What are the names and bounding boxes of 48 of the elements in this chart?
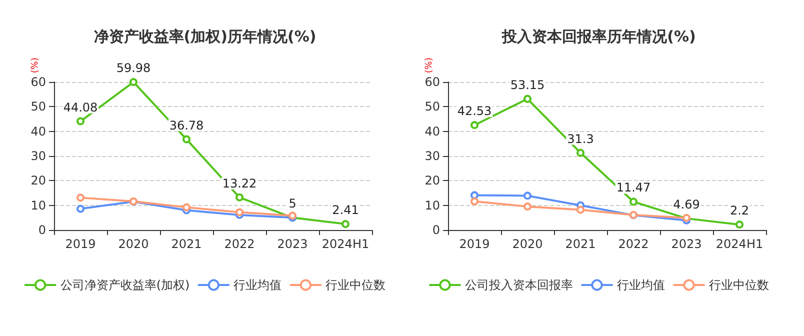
x-tick-label: 2021 (565, 237, 596, 251)
x-tick-label: 2020 (118, 237, 149, 251)
y-tick-label: 20 (30, 174, 46, 188)
data-label: 13.22 (222, 176, 257, 190)
data-label: 44.08 (63, 100, 98, 114)
x-tick-label: 2023 (277, 237, 308, 251)
y-tick-label: 30 (424, 149, 440, 163)
data-label: 5 (288, 196, 296, 211)
legend-label: 行业均值 (234, 278, 282, 292)
data-label: 4.69 (673, 197, 700, 212)
chart-title: 投入资本回报率历年情况(%) (501, 28, 696, 46)
data-label: 31.3 (567, 132, 594, 146)
x-tick-label: 2024H1 (716, 237, 764, 251)
data-label: 11.47 (616, 180, 651, 195)
y-tick-label: 60 (30, 75, 46, 89)
data-label: 42.53 (457, 104, 492, 118)
y-tick-label: 20 (424, 174, 440, 188)
data-label: 2.2 (730, 204, 750, 218)
x-tick-label: 2024H1 (322, 237, 370, 251)
chart-title: 净资产收益率(加权)历年情况(%) (94, 28, 316, 46)
data-label: 59.98 (116, 61, 151, 76)
y-tick-label: 30 (30, 149, 46, 163)
y-axis-title: (%) (424, 58, 434, 74)
x-tick-label: 2022 (618, 237, 649, 251)
legend-label: 公司投入资本回报率 (465, 278, 573, 292)
y-tick-label: 50 (30, 100, 46, 114)
y-tick-label: 10 (30, 198, 46, 212)
x-tick-label: 2020 (512, 237, 543, 251)
y-tick-label: 40 (30, 124, 46, 138)
x-tick-label: 2021 (171, 237, 202, 251)
x-tick-label: 2019 (65, 237, 96, 251)
y-tick-label: 10 (424, 198, 440, 212)
data-label: 2.41 (332, 203, 359, 218)
legend-label: 行业均值 (617, 278, 665, 292)
x-tick-label: 2022 (224, 237, 255, 251)
y-tick-label: 0 (432, 223, 440, 237)
y-tick-label: 40 (424, 124, 440, 138)
x-tick-label: 2023 (671, 237, 702, 251)
legend-label: 行业中位数 (326, 278, 386, 292)
data-label: 36.78 (169, 118, 204, 132)
x-tick-label: 2019 (459, 237, 490, 251)
legend-label: 行业中位数 (709, 278, 769, 292)
y-axis-title: (%) (30, 58, 40, 74)
y-tick-label: 0 (38, 223, 46, 237)
data-label: 53.15 (510, 78, 545, 92)
legend-label: 公司净资产收益率(加权) (60, 278, 190, 292)
y-tick-label: 50 (424, 100, 440, 114)
y-tick-label: 60 (424, 75, 440, 89)
